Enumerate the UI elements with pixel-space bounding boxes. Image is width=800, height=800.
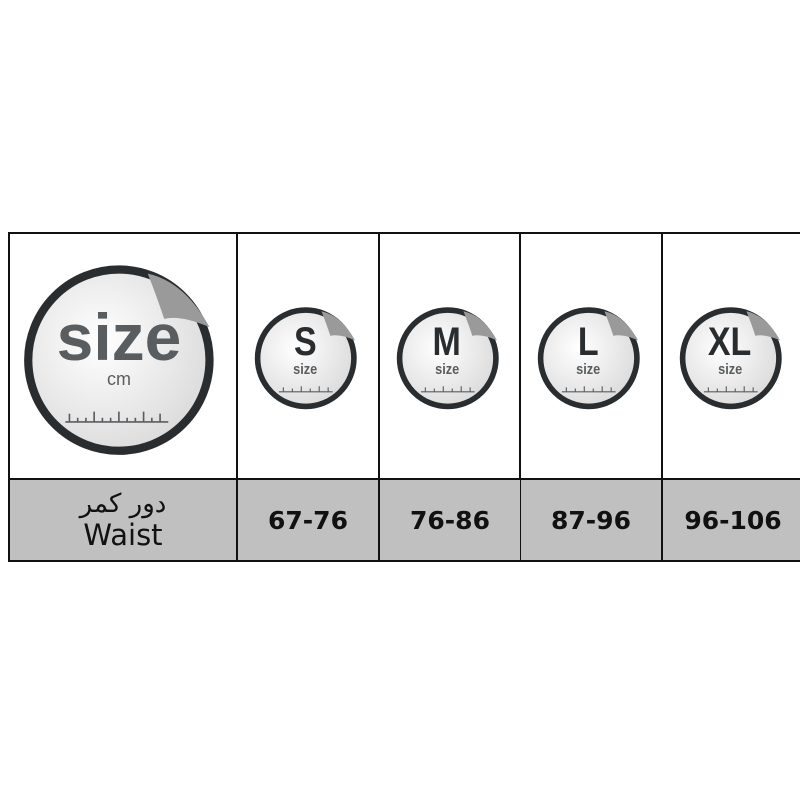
- size-sub-label: size: [434, 360, 460, 378]
- size-letter: M: [432, 319, 462, 364]
- size-sub-label: size: [717, 360, 743, 378]
- size-cm-sticker: size cm: [20, 253, 226, 459]
- size-letter: XL: [708, 319, 752, 364]
- size-sticker-cell: M size: [380, 234, 520, 480]
- size-letter: S: [293, 319, 317, 364]
- waist-label-fa: دور کمر: [79, 489, 167, 519]
- waist-range: 96-106: [684, 505, 782, 535]
- header-column: size cm دور کمر Waist: [10, 234, 238, 560]
- waist-value-cell: 76-86: [380, 480, 520, 560]
- waist-value-cell: 96-106: [663, 480, 800, 560]
- size-column-l: L size 87-96: [521, 234, 663, 560]
- size-l-sticker-icon: [537, 307, 640, 410]
- waist-range: 76-86: [410, 505, 490, 535]
- size-column-xl: XL size 96-106: [663, 234, 800, 560]
- size-sticker: L size: [535, 300, 647, 412]
- sticker-text: M size: [394, 300, 506, 412]
- size-sticker: M size: [394, 300, 506, 412]
- size-sticker-cell: L size: [521, 234, 661, 480]
- sticker-text: size cm: [20, 253, 226, 459]
- size-cm-sticker-cell: size cm: [10, 234, 236, 480]
- size-letter: L: [577, 319, 599, 364]
- size-sticker: XL size: [677, 300, 789, 412]
- size-column-s: S size 67-76: [238, 234, 380, 560]
- size-sticker-cell: S size: [238, 234, 378, 480]
- size-column-m: M size 76-86: [380, 234, 521, 560]
- sticker-text: L size: [535, 300, 647, 412]
- size-m-sticker-icon: [396, 307, 499, 410]
- waist-range: 87-96: [551, 505, 631, 535]
- waist-value-cell: 67-76: [238, 480, 378, 560]
- size-xl-sticker-icon: [679, 307, 782, 410]
- sticker-word: size: [56, 300, 182, 374]
- size-chart-table: size cm دور کمر Waist: [8, 232, 800, 562]
- size-sticker: S size: [252, 300, 364, 412]
- sticker-unit: cm: [107, 369, 131, 389]
- size-s-sticker-icon: [254, 307, 357, 410]
- sticker-text: XL size: [677, 300, 789, 412]
- waist-value-cell: 87-96: [521, 480, 661, 560]
- size-sticker-icon: [24, 265, 214, 455]
- waist-label-cell: دور کمر Waist: [10, 480, 236, 560]
- size-sub-label: size: [292, 360, 318, 378]
- size-sub-label: size: [575, 360, 601, 378]
- sticker-text: S size: [252, 300, 364, 412]
- size-sticker-cell: XL size: [663, 234, 800, 480]
- waist-label-en: Waist: [83, 518, 163, 552]
- waist-range: 67-76: [268, 505, 348, 535]
